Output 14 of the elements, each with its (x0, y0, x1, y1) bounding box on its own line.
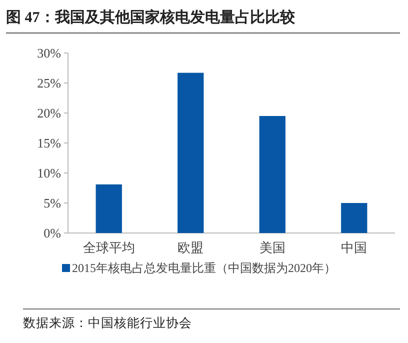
x-tick-label: 美国 (259, 240, 286, 255)
y-tick-label: 30% (37, 46, 62, 60)
source-note: 数据来源：中国核能行业协会 (23, 316, 192, 330)
y-tick-label: 25% (37, 76, 62, 90)
y-tick-label: 20% (37, 106, 62, 120)
x-tick-label: 全球平均 (82, 240, 135, 255)
x-tick-label: 欧盟 (178, 240, 204, 255)
legend-label: 2015年核电占总发电量比重（中国数据为2020年） (72, 261, 336, 275)
y-tick-label: 10% (37, 166, 62, 180)
chart-title: 图 47：我国及其他国家核电发电量占比比较 (6, 8, 296, 26)
y-tick-label: 0% (44, 226, 62, 240)
y-tick-label: 15% (37, 136, 62, 150)
y-tick-label: 5% (44, 196, 62, 210)
x-tick-label: 中国 (341, 240, 368, 255)
